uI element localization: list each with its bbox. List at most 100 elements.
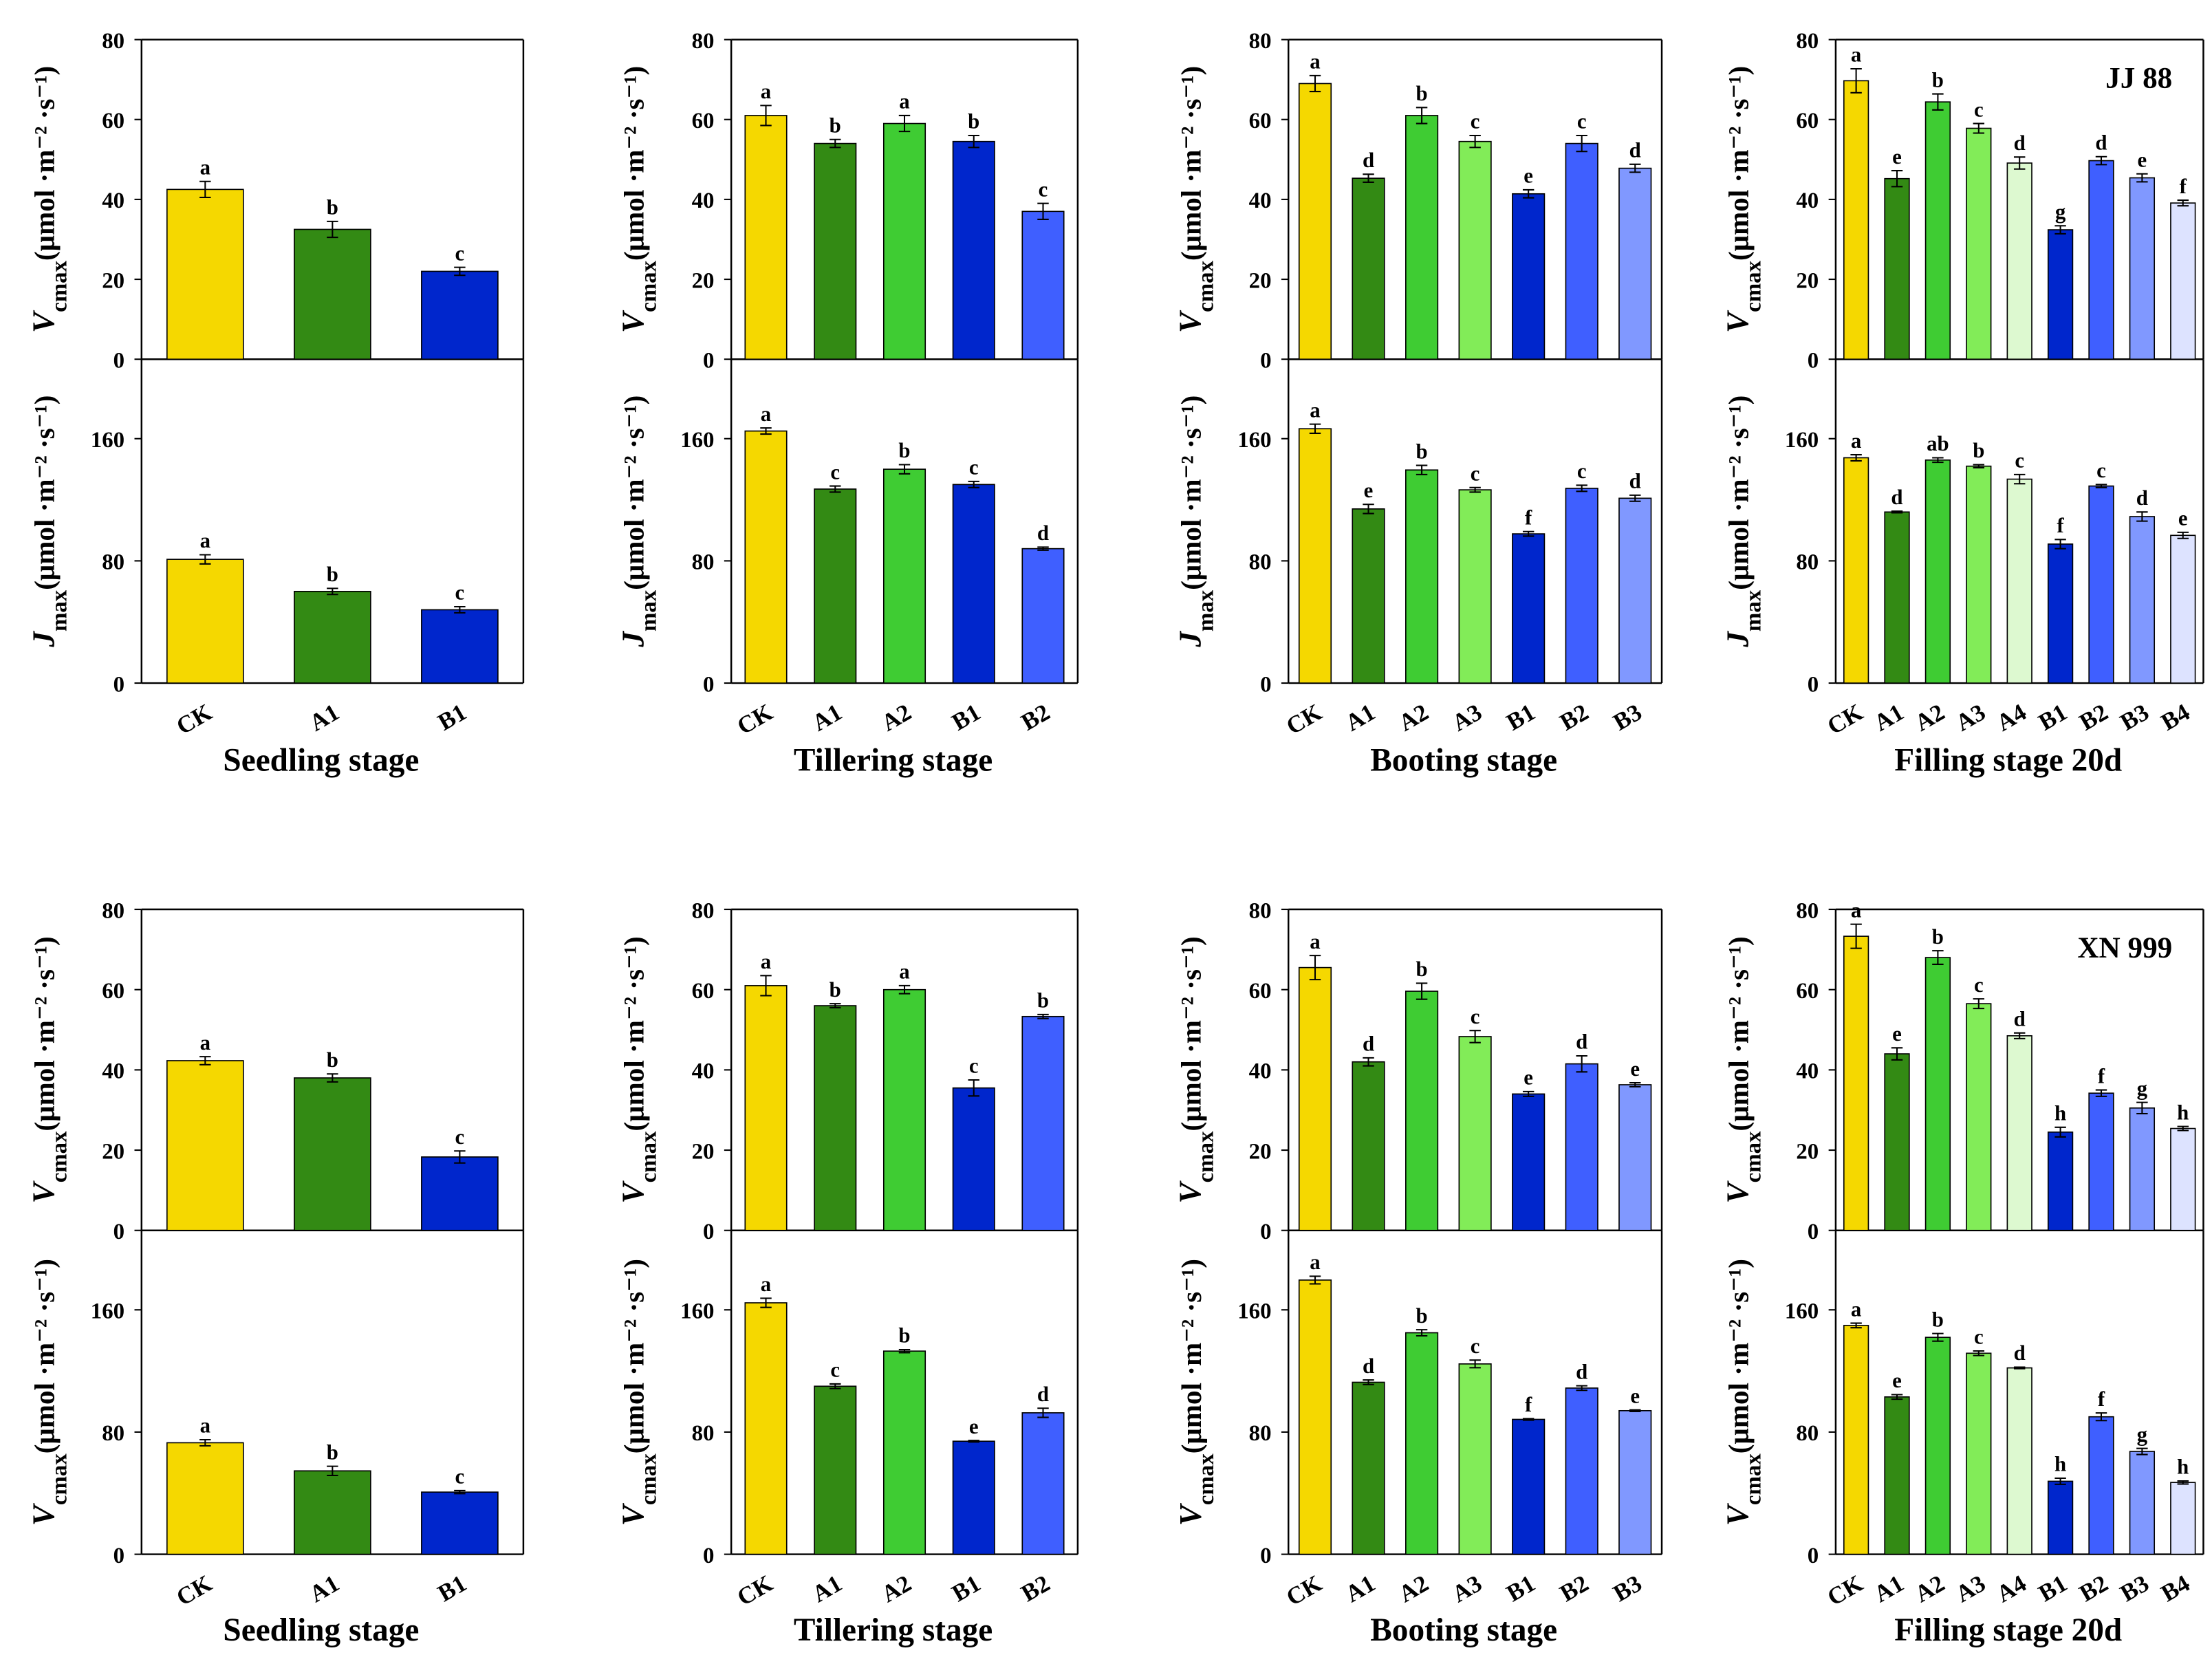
bar-B2 bbox=[1021, 210, 1065, 360]
y-axis-label: Vcmax(μmol ·m⁻² ·s⁻¹) bbox=[1173, 66, 1219, 333]
significance-letter: c bbox=[1974, 1326, 1984, 1349]
bar-B2 bbox=[2088, 485, 2114, 684]
category-label: A2 bbox=[1394, 699, 1433, 737]
significance-letter: c bbox=[1974, 98, 1984, 121]
significance-letter: c bbox=[455, 241, 465, 265]
significance-letter: c bbox=[830, 460, 840, 484]
bar-A1 bbox=[1884, 511, 1910, 684]
significance-letter: a bbox=[1310, 50, 1320, 74]
y-tick-label: 0 bbox=[703, 1220, 714, 1244]
category-label: CK bbox=[1823, 1570, 1867, 1611]
y-tick-label: 60 bbox=[1249, 109, 1272, 133]
significance-letter: a bbox=[1310, 930, 1320, 953]
y-label-symbol: V bbox=[1173, 310, 1208, 333]
y-tick-label: 0 bbox=[113, 1220, 124, 1244]
significance-letter: c bbox=[1039, 177, 1048, 201]
y-label-unit: (μmol ·m⁻² ·s⁻¹) bbox=[1175, 1259, 1208, 1453]
y-tick-label: 20 bbox=[1249, 268, 1272, 293]
y-tick-label: 40 bbox=[692, 1059, 715, 1084]
bar-A2 bbox=[882, 988, 926, 1231]
chart-panel: 0 20 40 60 80 a d b c e d e Vcmax(μmol ·m⁻² ·s⁻¹) bbox=[1173, 898, 1663, 1244]
y-axis-label: Vcmax(μmol ·m⁻² ·s⁻¹) bbox=[1720, 1259, 1766, 1526]
significance-letter: a bbox=[200, 1031, 210, 1054]
y-label-subscript: cmax bbox=[637, 260, 662, 312]
bar-B1 bbox=[421, 1491, 499, 1555]
significance-letter: a bbox=[899, 90, 909, 113]
significance-letter: b bbox=[1416, 958, 1428, 981]
category-label: A1 bbox=[1341, 1570, 1379, 1608]
bar-B2 bbox=[1021, 1015, 1065, 1231]
category-label: B3 bbox=[2116, 699, 2154, 736]
significance-letter: d bbox=[1363, 1032, 1374, 1056]
y-axis-label: Jmax(μmol ·m⁻² ·s⁻¹) bbox=[26, 396, 72, 648]
y-label-symbol: J bbox=[1720, 631, 1755, 648]
bar-B2 bbox=[2088, 1092, 2114, 1231]
significance-letter: h bbox=[2054, 1453, 2066, 1476]
variety-label: XN 999 bbox=[2077, 932, 2172, 964]
category-label: B2 bbox=[2075, 1570, 2113, 1607]
stage-title: Seedling stage bbox=[223, 1612, 419, 1648]
category-label: A1 bbox=[305, 699, 343, 737]
bar-B2 bbox=[2088, 160, 2114, 360]
y-label-subscript: cmax bbox=[637, 1131, 662, 1182]
category-label: A1 bbox=[807, 699, 846, 737]
y-axis-label: Vcmax(μmol ·m⁻² ·s⁻¹) bbox=[616, 1259, 662, 1526]
y-tick-label: 0 bbox=[113, 349, 124, 374]
significance-letter: h bbox=[2177, 1456, 2189, 1479]
y-label-unit: (μmol ·m⁻² ·s⁻¹) bbox=[1722, 1259, 1755, 1453]
significance-letter: ab bbox=[1927, 432, 1949, 455]
y-tick-label: 60 bbox=[692, 109, 715, 133]
bar-A2 bbox=[1924, 1337, 1951, 1555]
bar-A1 bbox=[294, 228, 371, 360]
significance-letter: c bbox=[830, 1359, 840, 1382]
bar-B2 bbox=[1565, 488, 1598, 684]
category-label: A1 bbox=[1869, 1570, 1908, 1608]
y-tick-label: 40 bbox=[692, 188, 715, 213]
bar-A1 bbox=[1884, 177, 1910, 360]
bar-A4 bbox=[2006, 162, 2032, 360]
significance-letter: d bbox=[1576, 1360, 1587, 1383]
chart-panel: 0 80 160 a CK d A1 b A2 c A3 f B1 d B2 e B3 Vcmax(μmol ·m… bbox=[1173, 1230, 1663, 1648]
y-label-symbol: V bbox=[616, 1502, 651, 1526]
significance-letter: a bbox=[761, 80, 771, 103]
bar-A2 bbox=[1405, 1332, 1439, 1555]
y-tick-label: 160 bbox=[680, 428, 714, 453]
chart-panel: 0 20 40 60 80 a e b c d h f g h Vcmax(μmol ·m⁻² ·s⁻¹) X… bbox=[1720, 898, 2204, 1244]
bar-B1 bbox=[2047, 1480, 2074, 1555]
category-label: CK bbox=[1281, 1570, 1326, 1611]
category-label: CK bbox=[172, 1570, 217, 1611]
category-label: B3 bbox=[1609, 1570, 1647, 1607]
y-tick-label: 40 bbox=[1249, 188, 1272, 213]
bar-B1 bbox=[952, 140, 995, 360]
bar-CK bbox=[1298, 83, 1332, 360]
significance-letter: f bbox=[1525, 1393, 1532, 1416]
stage-title: Tillering stage bbox=[794, 1612, 993, 1648]
chart-panel: 0 20 40 60 80 a d b c e c d Vcmax(μmol ·m⁻² ·s⁻¹) bbox=[1173, 29, 1663, 374]
significance-letter: h bbox=[2054, 1102, 2066, 1125]
significance-letter: a bbox=[1851, 43, 1861, 67]
y-tick-label: 20 bbox=[692, 268, 715, 293]
y-tick-label: 0 bbox=[1808, 672, 1819, 697]
y-label-symbol: J bbox=[26, 631, 61, 648]
bar-CK bbox=[166, 188, 244, 360]
y-tick-label: 160 bbox=[1237, 1299, 1271, 1324]
y-label-symbol: V bbox=[26, 1502, 61, 1526]
bar-B2 bbox=[1565, 1387, 1598, 1555]
significance-letter: a bbox=[761, 402, 771, 426]
bar-B3 bbox=[1618, 1084, 1652, 1231]
category-label: B4 bbox=[2156, 1570, 2194, 1607]
significance-letter: b bbox=[327, 563, 338, 586]
stage-title: Tillering stage bbox=[794, 743, 993, 779]
bar-B2 bbox=[1565, 1063, 1598, 1231]
bar-A2 bbox=[882, 468, 926, 684]
significance-letter: c bbox=[455, 1125, 465, 1149]
category-label: A1 bbox=[305, 1570, 343, 1608]
significance-letter: d bbox=[1576, 1030, 1587, 1054]
y-tick-label: 80 bbox=[1796, 1421, 1819, 1446]
significance-letter: c bbox=[1471, 1005, 1480, 1028]
y-tick-label: 80 bbox=[1249, 550, 1272, 575]
y-axis-label: Vcmax(μmol ·m⁻² ·s⁻¹) bbox=[616, 66, 662, 333]
significance-letter: b bbox=[898, 1324, 910, 1348]
chart-panel: 0 80 160 a CK c A1 b A2 c B1 d B2 Jmax(μmol ·m⁻² ·s⁻¹… bbox=[616, 359, 1079, 779]
category-label: B4 bbox=[2156, 699, 2194, 736]
